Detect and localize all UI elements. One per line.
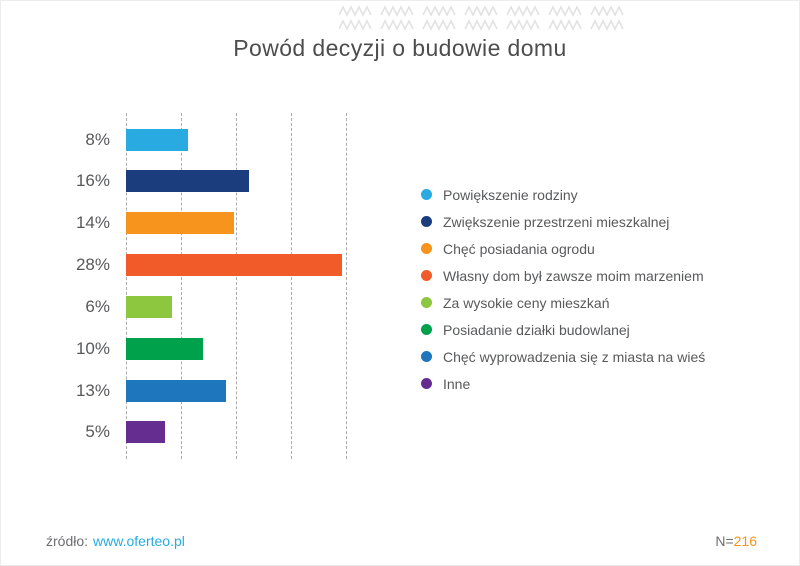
source-label: źródło: — [46, 533, 89, 549]
legend-label: Posiadanie działki budowlanej — [443, 321, 630, 338]
bar — [126, 337, 203, 360]
chart-title: Powód decyzji o budowie domu — [233, 35, 567, 61]
bar-row: 28% — [46, 245, 386, 286]
bar-value-label: 14% — [75, 213, 110, 233]
legend-item: Chęć posiadania ogrodu — [421, 235, 705, 262]
bar — [126, 379, 227, 402]
gridline — [181, 113, 182, 459]
bar-track — [126, 128, 386, 151]
bar-track — [126, 379, 386, 402]
bar-track — [126, 212, 386, 235]
bar — [126, 212, 234, 235]
bar-row: 8% — [46, 119, 386, 160]
bar-row: 6% — [46, 286, 386, 327]
legend-color-dot — [421, 216, 432, 227]
corner-zigzag-decoration — [338, 3, 649, 33]
bar-value-label: 8% — [85, 129, 110, 149]
bar-row: 13% — [46, 370, 386, 411]
bar-track — [126, 254, 386, 277]
bar — [126, 170, 250, 193]
bar — [126, 128, 188, 151]
source-link[interactable]: www.oferteo.pl — [93, 533, 185, 549]
sample-size-label: N= — [715, 533, 734, 549]
legend-item: Powiększenie rodziny — [421, 181, 705, 208]
chart-legend: Powiększenie rodziny Zwiększenie przestrz… — [421, 181, 705, 397]
gridline — [346, 113, 347, 459]
gridline — [236, 113, 237, 459]
bar-row: 16% — [46, 161, 386, 202]
bar-row: 10% — [46, 328, 386, 369]
gridlines — [126, 113, 356, 459]
legend-color-dot — [421, 270, 432, 281]
legend-label: Za wysokie ceny mieszkań — [443, 294, 610, 311]
legend-label: Powiększenie rodziny — [443, 186, 578, 203]
legend-item: Inne — [421, 370, 705, 397]
bar-value-label: 6% — [85, 296, 110, 316]
bar-value-label: 10% — [75, 338, 110, 358]
source: źródło: www.oferteo.pl — [46, 533, 185, 549]
bar-track — [126, 337, 386, 360]
bar-track — [126, 421, 386, 444]
bar — [126, 254, 342, 277]
legend-item: Własny dom był zawsze moim marzeniem — [421, 262, 705, 289]
bar — [126, 295, 173, 318]
bar-row: 14% — [46, 203, 386, 244]
bar-chart: 8% 16% 14% 28% 6% 10% 13% 5% — [46, 113, 386, 459]
gridline — [291, 113, 292, 459]
legend-color-dot — [421, 324, 432, 335]
legend-item: Za wysokie ceny mieszkań — [421, 289, 705, 316]
legend-item: Chęć wyprowadzenia się z miasta na wieś — [421, 343, 705, 370]
bar-row: 5% — [46, 412, 386, 453]
legend-color-dot — [421, 189, 432, 200]
bar-track — [126, 170, 386, 193]
bar — [126, 421, 165, 444]
legend-color-dot — [421, 351, 432, 362]
legend-label: Chęć posiadania ogrodu — [443, 240, 595, 257]
legend-item: Zwiększenie przestrzeni mieszkalnej — [421, 208, 705, 235]
footer: źródło: www.oferteo.pl N=216 — [46, 533, 757, 549]
bar-value-label: 16% — [75, 171, 110, 191]
bar-value-label: 5% — [85, 422, 110, 442]
bar-value-label: 28% — [75, 255, 110, 275]
sample-size-value: 216 — [733, 533, 757, 549]
legend-label: Inne — [443, 375, 471, 392]
gridline — [126, 113, 127, 459]
legend-label: Zwiększenie przestrzeni mieszkalnej — [443, 213, 670, 230]
legend-label: Własny dom był zawsze moim marzeniem — [443, 267, 704, 284]
legend-label: Chęć wyprowadzenia się z miasta na wieś — [443, 348, 706, 365]
sample-size: N=216 — [715, 533, 757, 549]
legend-item: Posiadanie działki budowlanej — [421, 316, 705, 343]
bar-track — [126, 295, 386, 318]
legend-color-dot — [421, 297, 432, 308]
bar-value-label: 13% — [75, 380, 110, 400]
bar-rows: 8% 16% 14% 28% 6% 10% 13% 5% — [46, 119, 386, 453]
legend-color-dot — [421, 243, 432, 254]
legend-color-dot — [421, 378, 432, 389]
